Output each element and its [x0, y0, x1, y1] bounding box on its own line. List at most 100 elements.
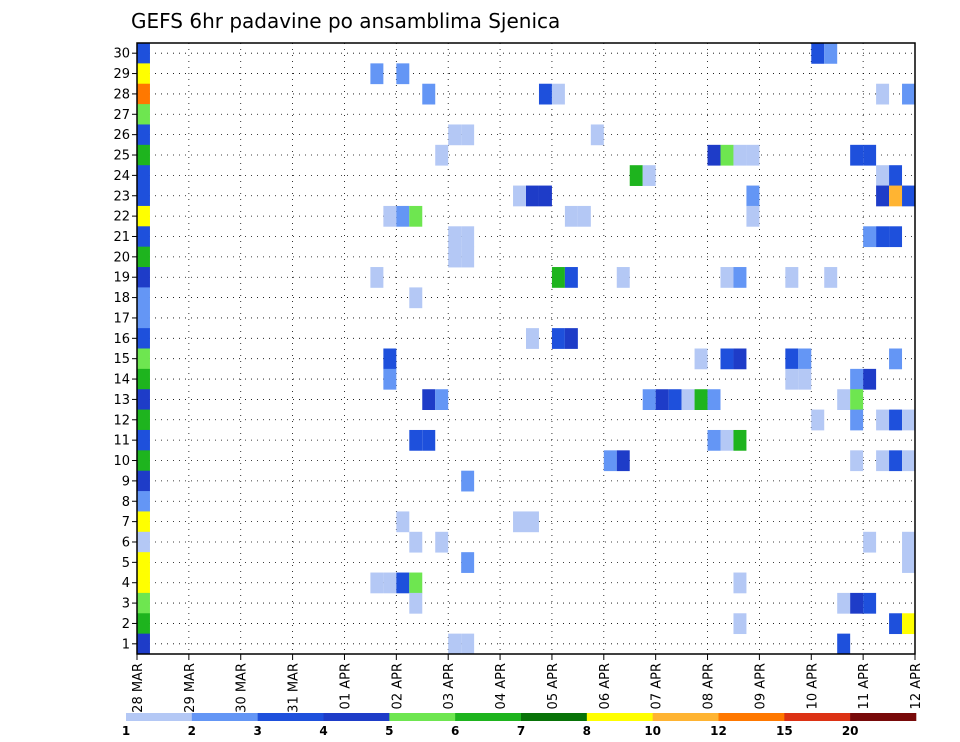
heatmap-cell: [577, 205, 591, 227]
heatmap-cell: [746, 185, 760, 207]
y-tick-label: 5: [122, 556, 130, 571]
heatmap-cell: [720, 144, 734, 166]
heatmap-cell: [137, 165, 150, 186]
heatmap-cell: [837, 592, 851, 614]
heatmap-cell: [137, 592, 150, 614]
y-tick-label: 20: [113, 250, 130, 265]
heatmap-cell: [409, 205, 423, 227]
heatmap-cell: [889, 409, 903, 431]
x-tick-label: 01 APR: [338, 663, 353, 709]
y-tick-label: 19: [113, 271, 130, 286]
heatmap-cell: [863, 531, 877, 553]
x-tick-label: 06 APR: [598, 663, 613, 709]
colorbar-tick-label: 8: [583, 724, 591, 738]
heatmap-cell: [137, 226, 150, 248]
x-tick-label: 09 APR: [753, 663, 768, 709]
heatmap-cell: [902, 552, 915, 573]
colorbar-tick-label: 6: [451, 724, 459, 738]
heatmap-cell: [707, 429, 721, 451]
y-tick-label: 10: [113, 454, 130, 469]
heatmap-cell: [383, 348, 397, 370]
heatmap-cell: [137, 389, 150, 410]
x-tick-label: 04 APR: [494, 663, 509, 709]
y-tick-label: 21: [113, 230, 130, 245]
y-tick-label: 4: [122, 576, 130, 591]
heatmap-cell: [461, 470, 475, 492]
heatmap-cell: [876, 165, 890, 186]
y-tick-label: 25: [113, 149, 130, 164]
y-tick-label: 12: [113, 413, 130, 428]
colorbar-swatch: [652, 713, 719, 721]
y-tick-label: 2: [122, 617, 130, 632]
heatmap-cell: [889, 348, 903, 370]
plot-frame: [136, 42, 916, 655]
y-tick-label: 30: [113, 47, 130, 62]
heatmap-cell: [850, 389, 864, 410]
heatmap-cell: [137, 287, 150, 309]
heatmap-cell: [889, 226, 903, 248]
heatmap-cell: [137, 348, 150, 370]
heatmap-cell: [733, 267, 747, 288]
heatmap-cell: [461, 246, 475, 268]
heatmap-cell: [720, 267, 734, 288]
heatmap-cell: [720, 429, 734, 451]
heatmap-cell: [733, 429, 747, 451]
x-tick-label: 12 APR: [909, 663, 924, 709]
x-tick-label: 30 MAR: [235, 663, 250, 713]
heatmap-cell: [409, 429, 423, 451]
heatmap-cell: [137, 307, 150, 329]
heatmap-cell: [850, 144, 864, 166]
heatmap-cell: [642, 165, 656, 186]
heatmap-cell: [811, 409, 825, 431]
heatmap-cell: [448, 633, 462, 655]
y-tick-label: 3: [122, 597, 130, 612]
colorbar-legend: 1 2 3 4 5 6 7 8 10 12 15 20: [122, 713, 917, 738]
heatmap-cell: [837, 633, 851, 655]
colorbar-swatch: [850, 713, 917, 721]
heatmap-cell: [526, 185, 539, 207]
heatmap-cell: [720, 348, 734, 370]
heatmap-cell: [137, 633, 150, 655]
heatmap-cell: [137, 531, 150, 553]
colorbar-swatch: [586, 713, 653, 721]
heatmap-cell: [422, 83, 436, 105]
x-tick-label: 07 APR: [650, 663, 665, 709]
heatmap-cell: [902, 83, 915, 105]
heatmap-cell: [513, 511, 526, 533]
heatmap-cell: [694, 348, 708, 370]
heatmap-cell: [876, 450, 890, 472]
heatmap-cell: [876, 409, 890, 431]
heatmap-cell: [435, 144, 449, 166]
heatmap-cell: [461, 552, 475, 573]
heatmap-cell: [733, 572, 747, 594]
heatmap-cell: [435, 531, 449, 553]
heatmap-cell: [137, 572, 150, 594]
heatmap-cell: [733, 613, 747, 635]
heatmap-cell: [409, 592, 423, 614]
heatmap-cell: [707, 144, 721, 166]
heatmap-cell: [370, 267, 384, 288]
colorbar-swatch: [784, 713, 851, 721]
heatmap-cell: [137, 267, 150, 288]
y-tick-label: 16: [113, 332, 130, 347]
y-tick-label: 24: [113, 169, 130, 184]
heatmap-cell: [876, 185, 890, 207]
colorbar-tick-label: 7: [517, 724, 525, 738]
x-tick-label: 05 APR: [546, 663, 561, 709]
x-tick-label: 02 APR: [390, 663, 405, 709]
heatmap-cell: [137, 409, 150, 431]
x-tick-label: 29 MAR: [183, 663, 198, 713]
heatmap-cell: [551, 83, 565, 105]
heatmap-cell: [785, 267, 799, 288]
heatmap-cell: [137, 552, 150, 573]
colorbar-tick-label: 15: [776, 724, 793, 738]
heatmap-cell: [137, 63, 150, 85]
heatmap-cell: [889, 165, 903, 186]
heatmap-cell: [889, 450, 903, 472]
heatmap-cell: [564, 267, 578, 288]
heatmap-cell: [590, 124, 604, 146]
heatmap-cell: [564, 205, 578, 227]
heatmap-cell: [137, 328, 150, 349]
chart-title: GEFS 6hr padavine po ansamblima Sjenica: [131, 9, 560, 33]
